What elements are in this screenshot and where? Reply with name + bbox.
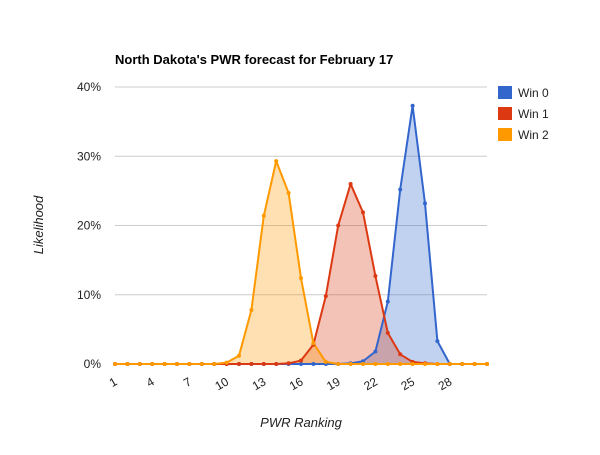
legend-label-win-0: Win 0 xyxy=(518,86,549,100)
x-tick-label: 1 xyxy=(107,374,120,390)
data-point-win-1[interactable] xyxy=(385,330,390,335)
data-point-win-2[interactable] xyxy=(447,362,452,366)
data-point-win-1[interactable] xyxy=(398,352,403,357)
data-point-win-2[interactable] xyxy=(410,362,415,366)
data-point-win-1[interactable] xyxy=(237,362,241,366)
data-point-win-1[interactable] xyxy=(249,362,254,366)
x-tick-label: 19 xyxy=(324,374,343,393)
x-tick-label: 28 xyxy=(436,374,455,393)
data-point-win-2[interactable] xyxy=(249,307,254,312)
data-point-win-0[interactable] xyxy=(410,103,415,108)
data-point-win-2[interactable] xyxy=(435,362,440,366)
legend: Win 0 Win 1 Win 2 xyxy=(498,86,549,142)
data-point-win-1[interactable] xyxy=(274,362,279,366)
data-point-win-2[interactable] xyxy=(373,362,378,366)
data-point-win-0[interactable] xyxy=(385,299,390,304)
data-point-win-2[interactable] xyxy=(162,362,167,366)
data-point-win-2[interactable] xyxy=(150,362,155,366)
data-point-win-2[interactable] xyxy=(485,362,489,366)
data-point-win-2[interactable] xyxy=(125,362,130,366)
point-layer xyxy=(113,103,489,366)
data-point-win-2[interactable] xyxy=(398,362,403,366)
x-tick-label: 7 xyxy=(181,374,194,390)
legend-label-win-2: Win 2 xyxy=(518,128,549,142)
y-tick-label: 0% xyxy=(84,357,102,371)
data-point-win-2[interactable] xyxy=(261,213,266,218)
data-point-win-0[interactable] xyxy=(398,187,403,192)
data-point-win-0[interactable] xyxy=(311,362,316,366)
data-point-win-2[interactable] xyxy=(137,362,142,366)
legend-swatch-win-0 xyxy=(498,86,512,99)
data-point-win-2[interactable] xyxy=(311,341,316,346)
x-axis-label: PWR Ranking xyxy=(260,415,342,430)
data-point-win-1[interactable] xyxy=(323,294,328,299)
data-point-win-0[interactable] xyxy=(423,201,427,206)
y-axis-label: Likelihood xyxy=(31,195,46,254)
data-point-win-2[interactable] xyxy=(113,362,117,366)
data-point-win-2[interactable] xyxy=(460,362,465,366)
data-point-win-2[interactable] xyxy=(175,362,179,366)
data-point-win-2[interactable] xyxy=(286,190,291,195)
x-tick-label: 4 xyxy=(144,374,157,390)
legend-label-win-1: Win 1 xyxy=(518,107,549,121)
data-point-win-2[interactable] xyxy=(187,362,192,366)
data-point-win-1[interactable] xyxy=(373,274,378,279)
data-point-win-2[interactable] xyxy=(361,362,365,366)
chart-title: North Dakota's PWR forecast for February… xyxy=(115,52,393,67)
legend-swatch-win-1 xyxy=(498,107,512,120)
data-point-win-2[interactable] xyxy=(299,276,303,281)
x-tick-label: 16 xyxy=(287,374,306,393)
data-point-win-2[interactable] xyxy=(336,362,341,366)
data-point-win-0[interactable] xyxy=(299,362,303,366)
area-layer xyxy=(115,105,487,364)
legend-swatch-win-2 xyxy=(498,128,512,141)
data-point-win-2[interactable] xyxy=(323,359,328,364)
data-point-win-2[interactable] xyxy=(224,360,229,365)
data-point-win-2[interactable] xyxy=(212,362,217,366)
data-point-win-1[interactable] xyxy=(336,223,341,228)
data-point-win-1[interactable] xyxy=(299,358,303,363)
data-point-win-2[interactable] xyxy=(385,362,390,366)
data-point-win-0[interactable] xyxy=(373,349,378,354)
x-tick-label: 22 xyxy=(361,374,380,393)
series-area-win-0 xyxy=(115,105,487,364)
data-point-win-1[interactable] xyxy=(361,210,365,215)
y-tick-label: 30% xyxy=(77,149,101,163)
data-point-win-2[interactable] xyxy=(348,362,353,366)
series-area-win-2 xyxy=(115,161,487,364)
y-tick-label: 20% xyxy=(77,219,101,233)
x-tick-label: 13 xyxy=(250,374,269,393)
y-tick-label: 40% xyxy=(77,80,101,94)
data-point-win-2[interactable] xyxy=(423,362,427,366)
data-point-win-2[interactable] xyxy=(472,362,477,366)
axis-layer: 0% 10% 20% 30% 40% 1 4 7 10 13 16 19 22 25 28 xyxy=(77,80,455,393)
data-point-win-2[interactable] xyxy=(237,353,241,358)
x-tick-label: 10 xyxy=(213,374,232,393)
x-tick-label: 25 xyxy=(399,374,418,393)
data-point-win-0[interactable] xyxy=(361,359,365,364)
data-point-win-2[interactable] xyxy=(199,362,204,366)
data-point-win-1[interactable] xyxy=(261,362,266,366)
data-point-win-1[interactable] xyxy=(286,361,291,366)
y-tick-label: 10% xyxy=(77,288,101,302)
data-point-win-2[interactable] xyxy=(274,159,279,164)
data-point-win-0[interactable] xyxy=(435,339,440,344)
data-point-win-1[interactable] xyxy=(348,181,353,186)
